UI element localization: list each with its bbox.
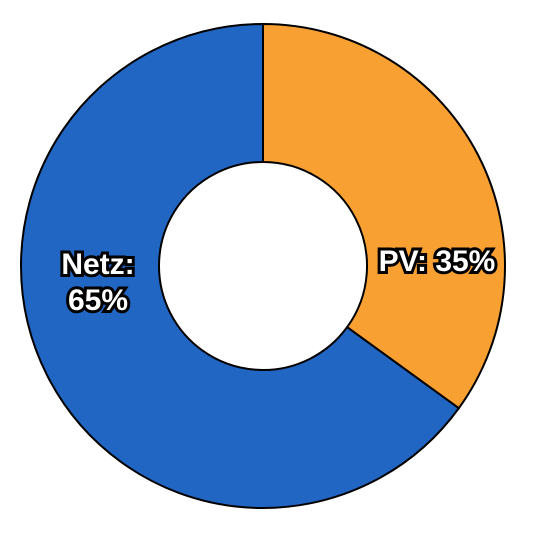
slice-label-box: Netz: 65% <box>53 243 143 323</box>
slice-label: Netz: 65% <box>58 245 137 320</box>
slice <box>20 22 461 509</box>
slice <box>262 22 506 410</box>
slice-label-wrap: Netz: 65% <box>53 243 143 323</box>
slice-label-box: PV: 35% <box>362 222 512 302</box>
slice-label-wrap: PV: 35% <box>362 222 512 302</box>
slice-label: PV: 35% <box>376 242 499 281</box>
